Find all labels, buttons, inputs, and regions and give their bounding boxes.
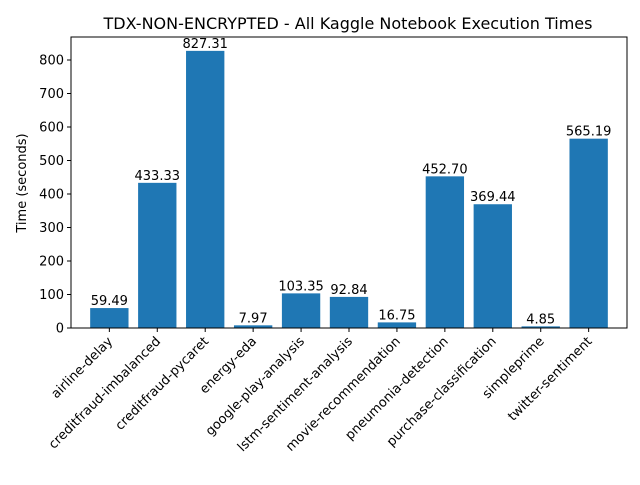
- x-tick-label-creditfraud-pycaret: creditfraud-pycaret: [113, 334, 212, 433]
- data-label-pneumonia-detection: 452.70: [422, 162, 468, 177]
- bar-twitter-sentiment: [569, 138, 608, 328]
- bar-movie-recommendation: [377, 322, 417, 328]
- x-axis-ticks: airline-delaycreditfraud-imbalancedcredi…: [46, 328, 595, 455]
- data-label-lstm-sentiment-analysis: 92.84: [330, 283, 367, 298]
- y-tick-label-500: 500: [39, 154, 64, 169]
- data-label-purchase-classification: 369.44: [470, 190, 516, 205]
- bar-energy-eda: [233, 325, 273, 328]
- bar-airline-delay: [90, 308, 129, 328]
- y-tick-label-100: 100: [39, 288, 64, 303]
- data-label-simpleprime: 4.85: [526, 312, 555, 327]
- bar-creditfraud-pycaret: [186, 50, 225, 328]
- data-label-creditfraud-pycaret: 827.31: [182, 37, 228, 52]
- y-tick-label-700: 700: [39, 87, 64, 102]
- y-tick-label-800: 800: [39, 54, 64, 69]
- plot-frame: [70, 36, 628, 329]
- bar-simpleprime: [521, 326, 560, 328]
- data-label-creditfraud-imbalanced: 433.33: [135, 169, 181, 184]
- y-tick-label-0: 0: [56, 322, 64, 337]
- bar-lstm-sentiment-analysis: [329, 296, 369, 328]
- bar-creditfraud-imbalanced: [138, 182, 177, 328]
- y-tick-label-600: 600: [39, 121, 64, 136]
- y-tick-label-200: 200: [39, 255, 64, 270]
- y-tick-label-400: 400: [39, 188, 64, 203]
- data-label-airline-delay: 59.49: [91, 294, 128, 309]
- bar-pneumonia-detection: [425, 176, 465, 328]
- x-tick-label-twitter-sentiment: twitter-sentiment: [505, 334, 595, 424]
- data-label-google-play-analysis: 103.35: [278, 279, 324, 294]
- data-label-twitter-sentiment: 565.19: [566, 125, 612, 140]
- bar-purchase-classification: [473, 204, 512, 328]
- data-label-energy-eda: 7.97: [239, 311, 268, 326]
- bars-group: [90, 50, 608, 328]
- data-labels-group: 59.49 433.33 827.31 7.97 103.35 92.84 16.75 452…: [91, 37, 612, 328]
- bar-google-play-analysis: [281, 293, 321, 328]
- y-axis-label: Time (seconds): [15, 133, 30, 233]
- y-axis-ticks: 0 100 200 300 400 500 600 700 800: [39, 54, 71, 337]
- data-label-movie-recommendation: 16.75: [378, 308, 415, 323]
- chart-title: TDX-NON-ENCRYPTED - All Kaggle Notebook …: [103, 14, 593, 33]
- y-tick-label-300: 300: [39, 221, 64, 236]
